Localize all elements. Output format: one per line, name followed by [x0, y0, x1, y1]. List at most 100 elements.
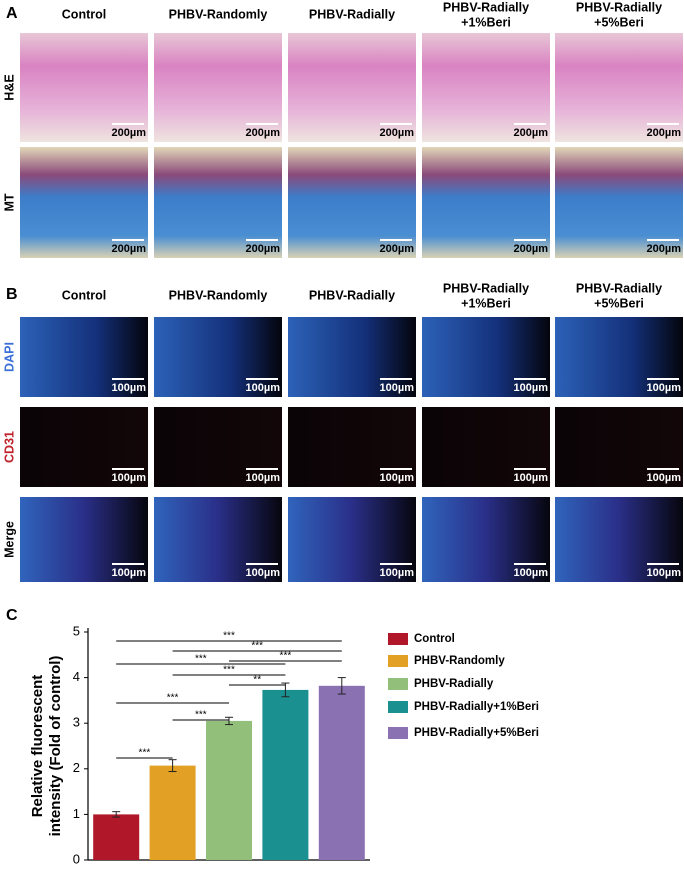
legend-label: PHBV-Randomly [414, 655, 505, 667]
micrograph [20, 497, 148, 582]
legend-swatch [388, 655, 408, 667]
scale-bar-label: 200µm [112, 127, 147, 139]
scale-bar-label: 200µm [647, 243, 682, 255]
micrograph [154, 497, 282, 582]
bar [206, 720, 252, 860]
micrograph [422, 33, 550, 142]
y-tick-label: 5 [73, 623, 80, 638]
micrograph [288, 407, 416, 487]
panel-label: A [6, 5, 18, 22]
legend-swatch [388, 678, 408, 690]
scale-bar-label: 100µm [514, 472, 549, 484]
significance-label: *** [139, 748, 151, 759]
micrograph [20, 407, 148, 487]
micrograph [20, 33, 148, 142]
bar [318, 685, 365, 860]
legend-label: PHBV-Radially [414, 678, 494, 690]
micrograph [154, 33, 282, 142]
micrograph [422, 317, 550, 397]
significance-label: *** [167, 693, 179, 704]
micrograph [422, 497, 550, 582]
legend-label: Control [414, 633, 455, 645]
column-header: Control [62, 288, 106, 302]
row-label: DAPI [2, 342, 16, 372]
column-header: PHBV-Radially [309, 7, 395, 21]
scale-bar-label: 100µm [514, 567, 549, 579]
micrograph [422, 147, 550, 258]
scale-bar-label: 100µm [380, 472, 415, 484]
significance-label: *** [223, 631, 235, 642]
scale-bar-label: 100µm [112, 382, 147, 394]
column-header: PHBV-Radially [309, 288, 395, 302]
significance-label: *** [195, 654, 207, 665]
y-tick-label: 1 [73, 806, 80, 821]
scale-bar-label: 200µm [246, 243, 281, 255]
legend-swatch [388, 727, 408, 739]
y-tick-label: 3 [73, 715, 80, 730]
bar [262, 689, 309, 860]
scale-bar-label: 100µm [380, 382, 415, 394]
micrograph [20, 147, 148, 258]
scale-bar-label: 100µm [380, 567, 415, 579]
micrograph [422, 407, 550, 487]
panel-label: C [6, 607, 18, 624]
y-axis-title: Relative fluorescent [29, 675, 46, 818]
y-tick-label: 0 [73, 851, 80, 866]
column-header: PHBV-Radially [443, 0, 529, 14]
row-label: Merge [2, 521, 16, 558]
bar [93, 814, 140, 860]
significance-label: *** [223, 665, 235, 676]
significance-label: *** [251, 641, 263, 652]
scale-bar-label: 100µm [514, 382, 549, 394]
micrograph [555, 33, 683, 142]
significance-label: ** [253, 675, 261, 686]
column-header: PHBV-Radially [443, 281, 529, 295]
scale-bar-label: 200µm [112, 243, 147, 255]
scale-bar-label: 100µm [246, 472, 281, 484]
row-label: MT [2, 193, 16, 211]
micrograph [288, 317, 416, 397]
scale-bar-label: 200µm [246, 127, 281, 139]
scale-bar-label: 200µm [514, 127, 549, 139]
micrograph [288, 497, 416, 582]
scale-bar-label: 200µm [647, 127, 682, 139]
column-header: PHBV-Radially [576, 0, 662, 14]
micrograph [288, 33, 416, 142]
micrograph [154, 147, 282, 258]
scale-bar-label: 100µm [647, 472, 682, 484]
panel-label: B [6, 286, 18, 303]
scale-bar-label: 100µm [647, 567, 682, 579]
scale-bar-label: 100µm [246, 567, 281, 579]
micrograph [154, 407, 282, 487]
y-tick-label: 2 [73, 760, 80, 775]
scale-bar-label: 100µm [112, 472, 147, 484]
micrograph [154, 317, 282, 397]
scale-bar-label: 200µm [380, 127, 415, 139]
row-label: CD31 [2, 431, 16, 463]
legend-swatch [388, 633, 408, 645]
column-header: PHBV-Radially [576, 281, 662, 295]
micrograph [20, 317, 148, 397]
bar [149, 765, 196, 860]
y-axis-title: intensity (Fold of control) [47, 656, 64, 837]
column-header: +5%Beri [594, 15, 644, 29]
scale-bar-label: 200µm [514, 243, 549, 255]
legend-label: PHBV-Radially+5%Beri [414, 727, 539, 739]
column-header: Control [62, 7, 106, 21]
micrograph [555, 407, 683, 487]
scale-bar-label: 200µm [380, 243, 415, 255]
column-header: PHBV-Randomly [169, 288, 268, 302]
column-header: +1%Beri [461, 296, 511, 310]
scale-bar-label: 100µm [647, 382, 682, 394]
scale-bar-label: 100µm [112, 567, 147, 579]
column-header: PHBV-Randomly [169, 7, 268, 21]
micrograph [555, 317, 683, 397]
significance-label: *** [195, 710, 207, 721]
column-header: +5%Beri [594, 296, 644, 310]
significance-label: *** [280, 651, 292, 662]
legend-label: PHBV-Radially+1%Beri [414, 701, 539, 713]
scale-bar-label: 100µm [246, 382, 281, 394]
micrograph [555, 497, 683, 582]
y-tick-label: 4 [73, 669, 80, 684]
